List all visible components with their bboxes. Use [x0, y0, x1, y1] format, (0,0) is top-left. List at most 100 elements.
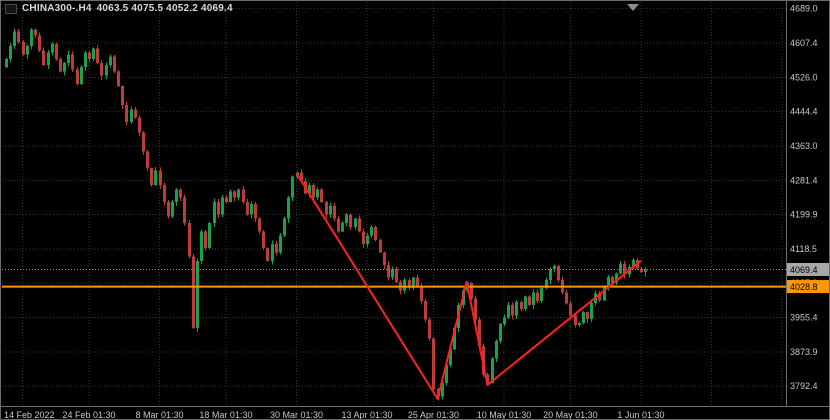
candle	[337, 216, 340, 234]
candle	[254, 201, 257, 223]
candle	[96, 44, 99, 65]
svg-text:4028.8: 4028.8	[790, 282, 818, 292]
time-axis-label: 20 May 01:30	[543, 410, 598, 420]
candle	[250, 201, 253, 219]
candle	[266, 247, 269, 262]
chart-icon[interactable]	[5, 3, 17, 14]
candle	[233, 190, 236, 202]
candle	[171, 200, 174, 218]
candle	[138, 115, 141, 137]
candle	[84, 50, 87, 72]
price-axis-label: 3792.4	[790, 381, 818, 391]
candle	[287, 196, 290, 223]
candle	[154, 166, 157, 186]
time-axis-label: 1 Jun 01:30	[617, 410, 664, 420]
candle	[441, 382, 444, 400]
candle	[242, 185, 245, 204]
candle	[63, 62, 66, 76]
price-axis-label: 4363.0	[790, 141, 818, 151]
candle	[557, 265, 560, 283]
chart-shift-marker-icon[interactable]	[627, 4, 639, 11]
candle	[503, 314, 506, 327]
candle	[582, 310, 585, 325]
time-axis-label: 14 Feb 2022	[4, 410, 55, 420]
time-axis-label: 8 Mar 01:30	[136, 410, 184, 420]
candle	[623, 261, 626, 279]
candle	[428, 317, 431, 341]
candle	[283, 216, 286, 237]
candle	[341, 220, 344, 233]
candle	[246, 198, 249, 216]
candle	[424, 298, 427, 323]
candle	[26, 44, 29, 59]
candle	[395, 266, 398, 284]
candle	[213, 198, 216, 228]
candle	[42, 47, 45, 66]
candle	[333, 203, 336, 222]
candle	[574, 313, 577, 328]
axes-frame	[1, 1, 829, 407]
candle	[520, 300, 523, 312]
svg-text:4069.4: 4069.4	[790, 265, 818, 275]
candle	[105, 62, 108, 80]
candle	[532, 289, 535, 309]
candle	[5, 57, 8, 69]
price-axis-label: 4526.0	[790, 72, 818, 82]
candle	[412, 276, 415, 290]
candle	[316, 187, 319, 200]
candle	[130, 106, 133, 125]
candle	[561, 276, 564, 295]
current-price-tag: 4069.4	[787, 262, 829, 276]
price-axis-label: 3955.4	[790, 312, 818, 322]
candle	[275, 241, 278, 256]
candle	[179, 188, 182, 202]
candle	[125, 101, 128, 125]
candle	[524, 295, 527, 311]
candle	[76, 66, 79, 86]
candle	[109, 54, 112, 68]
candle	[528, 295, 531, 306]
chart-header: CHINA300-.H4 4063.5 4075.5 4052.2 4069.4	[5, 3, 233, 14]
trendline-object[interactable]	[295, 172, 642, 400]
candle	[536, 289, 539, 304]
candle	[491, 356, 494, 384]
candle	[167, 199, 170, 219]
price-axis-label: 4199.9	[790, 210, 818, 220]
candle	[51, 41, 54, 56]
candle	[495, 339, 498, 363]
candle	[188, 219, 191, 259]
candle	[569, 301, 572, 320]
candle	[134, 106, 137, 119]
candle	[312, 182, 315, 201]
candle	[208, 222, 211, 250]
candle	[67, 51, 70, 67]
candle	[291, 175, 294, 202]
candle	[100, 60, 103, 80]
candle	[92, 47, 95, 61]
candle	[150, 167, 153, 187]
hline-price-tag: 4028.8	[787, 280, 829, 294]
candle	[383, 251, 386, 269]
candle	[142, 130, 145, 155]
candle	[262, 230, 265, 250]
candle	[204, 230, 207, 251]
candle	[644, 266, 647, 277]
candles	[5, 28, 647, 401]
candle	[545, 277, 548, 290]
candle	[354, 217, 357, 230]
candle	[217, 198, 220, 218]
candle	[349, 213, 352, 231]
candle	[586, 311, 589, 324]
price-axis[interactable]: 4689.0 4607.4 4526.0 4444.4 4363.0 4281.4 4199…	[787, 1, 830, 406]
candle	[507, 302, 510, 319]
candle	[511, 302, 514, 320]
price-axis-label: 4281.4	[790, 175, 818, 185]
time-axis[interactable]: 14 Feb 2022 24 Feb 01:30 8 Mar 01:30 18 Mar…	[1, 407, 830, 420]
time-axis-label: 13 Apr 01:30	[342, 410, 393, 420]
candle	[553, 264, 556, 273]
candle	[470, 282, 473, 300]
candle	[598, 291, 601, 303]
candle	[113, 55, 116, 74]
